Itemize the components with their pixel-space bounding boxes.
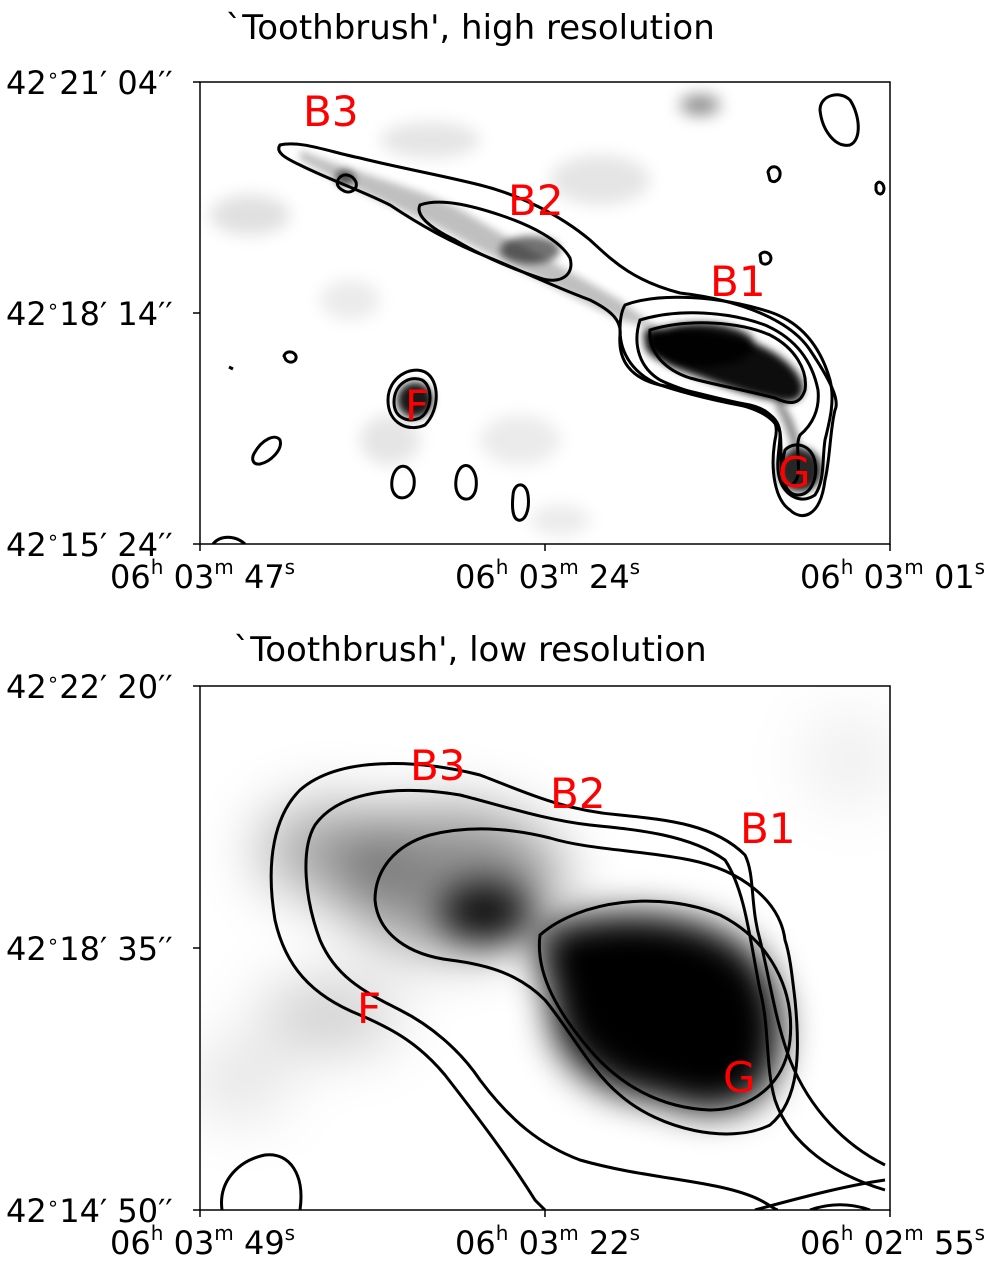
x-tick-label-high-1: 06h 03m 24s <box>455 555 640 596</box>
source-label-f-high: F <box>405 381 429 430</box>
source-label-b2-low: B2 <box>550 769 606 818</box>
contours-low <box>220 762 886 1210</box>
panel-title-low-resolution: `Toothbrush', low resolution <box>233 630 707 670</box>
y-tick-label-high-2: 42∘15′ 24′′ <box>6 525 173 564</box>
x-axis-low: 06h 03m 49s 06h 03m 22s 06h 02m 55s <box>110 1210 984 1262</box>
radio-image-high <box>210 95 822 535</box>
contours-high <box>211 93 886 544</box>
y-tick-label-high-1: 42∘18′ 14′′ <box>6 294 173 333</box>
x-tick-label-high-0: 06h 03m 47s <box>110 555 295 596</box>
y-tick-label-high-0: 42∘21′ 04′′ <box>6 63 173 102</box>
y-axis-high: 42∘21′ 04′′ 42∘18′ 14′′ 42∘15′ 24′′ <box>6 63 200 564</box>
y-tick-label-low-2: 42∘14′ 50′′ <box>6 1191 173 1230</box>
x-axis-high: 06h 03m 47s 06h 03m 24s 06h 03m 01s <box>110 544 984 596</box>
source-label-g-high: G <box>778 448 811 497</box>
low-resolution-panel: B3 B2 B1 F G 42∘22′ 20′′ 42∘18′ 35′′ 42∘… <box>6 667 984 1262</box>
high-resolution-panel: B3 B2 B1 F G 42∘21′ 04′′ 42∘18′ 14′′ 42∘… <box>6 63 984 596</box>
source-label-f-low: F <box>357 984 381 1033</box>
source-label-b1-low: B1 <box>740 804 796 853</box>
source-label-b2-high: B2 <box>508 176 564 225</box>
source-label-b1-high: B1 <box>710 257 766 306</box>
source-label-b3-low: B3 <box>410 741 466 790</box>
y-tick-label-low-1: 42∘18′ 35′′ <box>6 929 173 968</box>
x-tick-label-high-2: 06h 03m 01s <box>800 555 984 596</box>
y-axis-low: 42∘22′ 20′′ 42∘18′ 35′′ 42∘14′ 50′′ <box>6 667 200 1230</box>
y-tick-label-low-0: 42∘22′ 20′′ <box>6 667 173 706</box>
x-tick-label-low-0: 06h 03m 49s <box>110 1221 295 1262</box>
source-label-b3-high: B3 <box>303 87 359 136</box>
panel-title-high-resolution: `Toothbrush', high resolution <box>225 8 715 48</box>
x-tick-label-low-2: 06h 02m 55s <box>800 1221 984 1262</box>
radio-image-low <box>200 710 890 1120</box>
x-tick-label-low-1: 06h 03m 22s <box>455 1221 640 1262</box>
source-label-g-low: G <box>723 1053 756 1102</box>
